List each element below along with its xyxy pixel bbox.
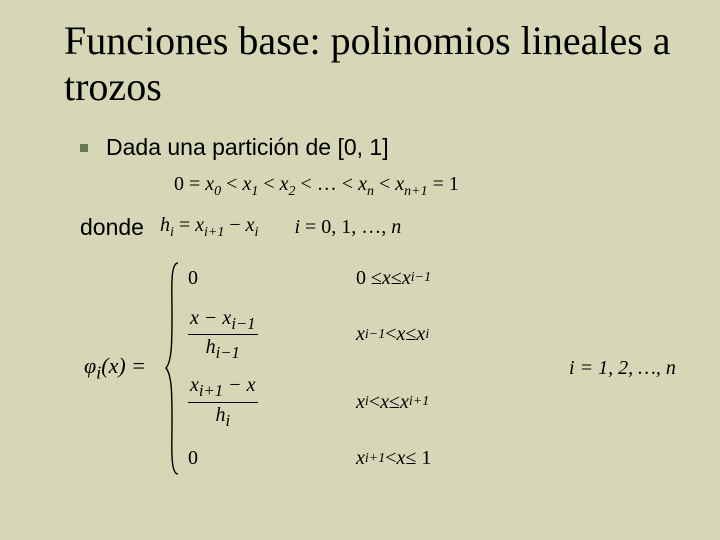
donde-row: donde hi = xi+1 − xi i = 0, 1, …, n [80, 214, 686, 241]
case-cond-2: xi−1 < x ≤ xi [356, 307, 521, 363]
square-bullet-icon [80, 144, 88, 152]
equation-partition: 0 = x0 < x1 < x2 < … < xn < xn+1 = 1 [174, 173, 686, 200]
donde-label: donde [80, 214, 144, 241]
left-brace-icon [164, 261, 180, 476]
equation-h: hi = xi+1 − xi [160, 214, 258, 241]
case-expr-3: xi+1 − x hi [188, 374, 318, 430]
slide-title: Funciones base: polinomios lineales a tr… [64, 18, 686, 110]
piecewise-definition: φi(x) = 0 x − xi−1 hi−1 xi+1 − x hi [84, 261, 686, 476]
piecewise-conditions: 0 ≤ x ≤ xi−1 xi−1 < x ≤ xi xi < x ≤ xi+1… [356, 261, 521, 476]
case-cond-3: xi < x ≤ xi+1 [356, 374, 521, 430]
case-expr-4: 0 [188, 442, 318, 476]
piecewise-expressions: 0 x − xi−1 hi−1 xi+1 − x hi 0 [188, 261, 318, 476]
bullet-1-text: Dada una partición de [0, 1] [106, 134, 389, 161]
bullet-item-1: Dada una partición de [0, 1] [80, 134, 686, 161]
equation-i-range: i = 1, 2, …, n [569, 357, 676, 380]
case-cond-4: xi+1 < x ≤ 1 [356, 442, 521, 476]
slide-root: Funciones base: polinomios lineales a tr… [0, 0, 720, 540]
case-expr-1: 0 [188, 261, 318, 295]
case-cond-1: 0 ≤ x ≤ xi−1 [356, 261, 521, 295]
case-expr-2: x − xi−1 hi−1 [188, 307, 318, 363]
equation-i-range-simple: i = 0, 1, …, n [294, 216, 401, 239]
phi-lhs: φi(x) = [84, 353, 146, 383]
